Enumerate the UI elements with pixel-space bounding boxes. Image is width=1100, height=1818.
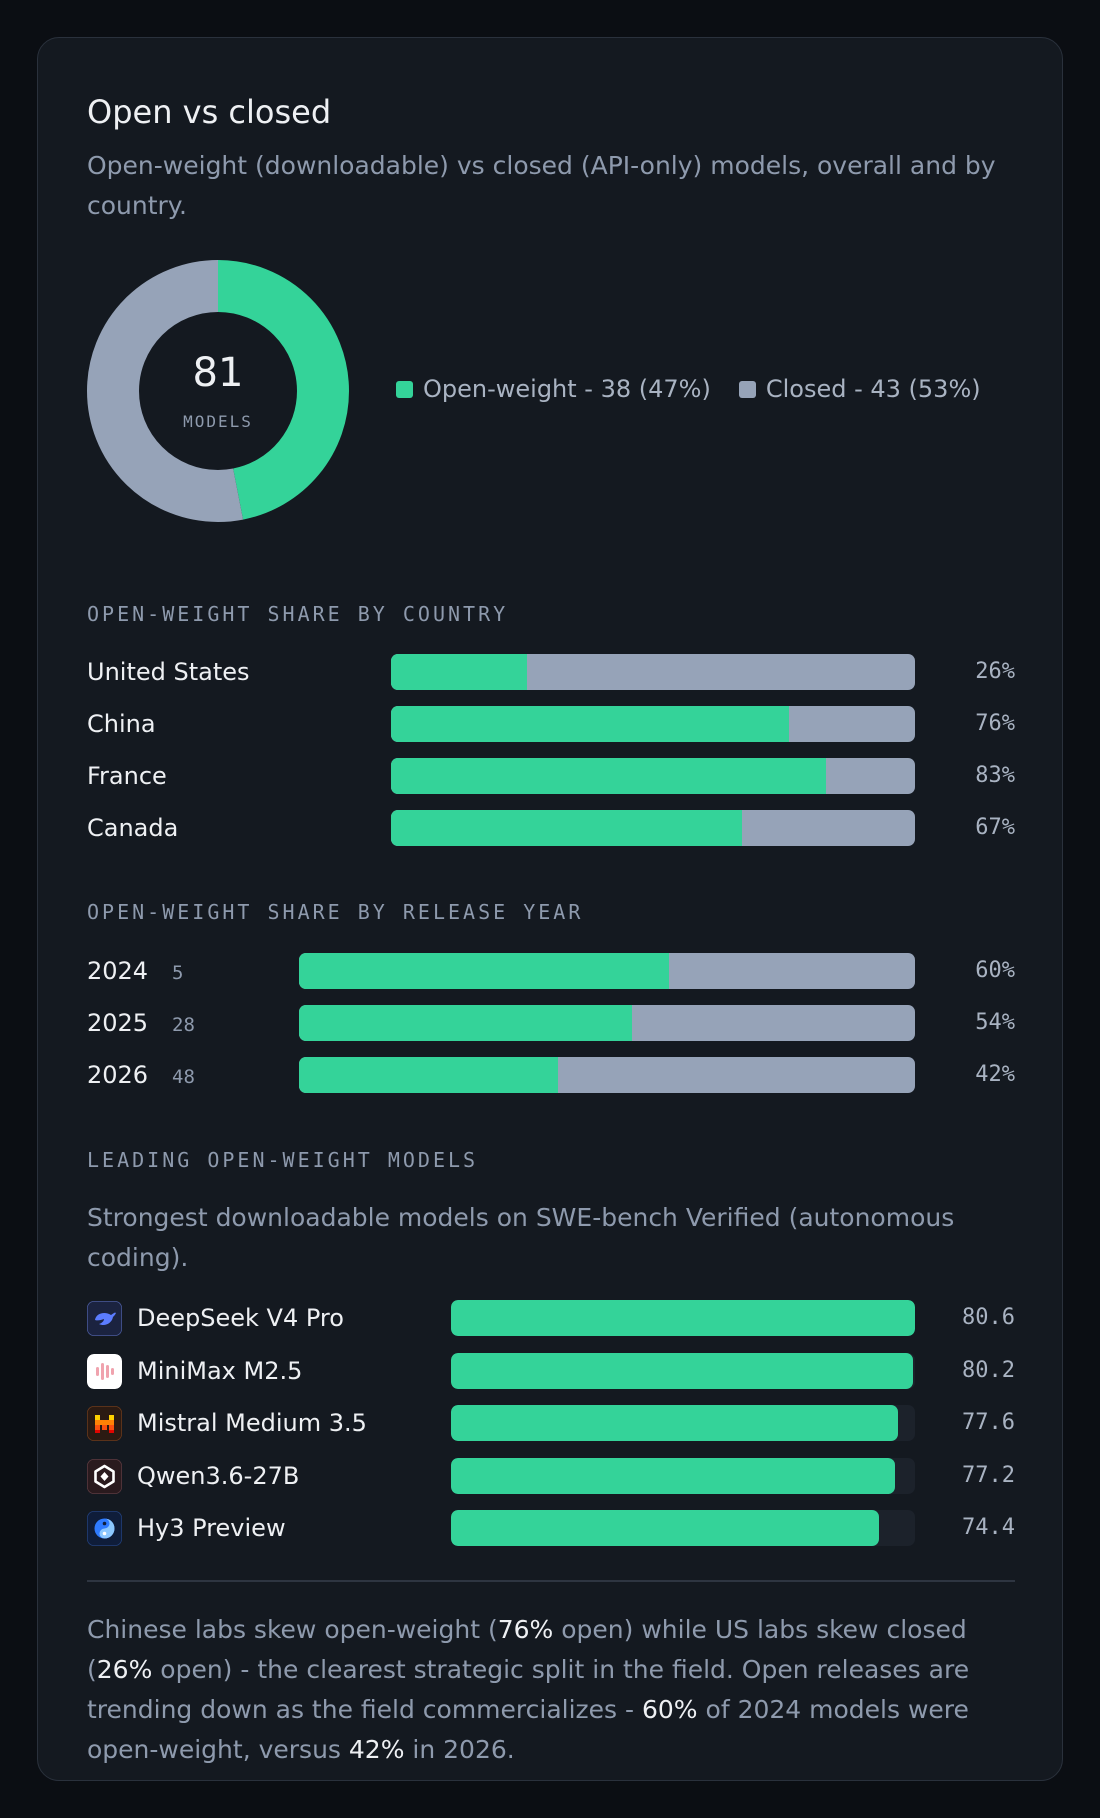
summary-highlight-4: 42% bbox=[348, 1735, 405, 1764]
bar-value-label: 54% bbox=[975, 1010, 1015, 1035]
bar-fill-open bbox=[391, 654, 528, 690]
donut-slice-closed bbox=[87, 260, 349, 522]
year-label: 2024 bbox=[87, 957, 149, 985]
donut-total-label: MODELS bbox=[183, 412, 253, 431]
open-vs-closed-card: Open vs closed Open-weight (downloadable… bbox=[37, 37, 1063, 1781]
bar-fill-open bbox=[299, 1005, 632, 1041]
bar-track bbox=[451, 1457, 915, 1494]
bar-value-label: 80.6 bbox=[962, 1305, 1015, 1330]
model-row: Hy3 Preview 74.4 bbox=[87, 1510, 1015, 1546]
bar-fill-open bbox=[451, 1457, 896, 1494]
bar-value-label: 77.2 bbox=[962, 1462, 1015, 1488]
bar-track bbox=[299, 953, 915, 989]
model-row: MiniMax M2.5 80.2 bbox=[87, 1352, 1015, 1389]
model-row: DeepSeek V4 Pro 80.6 bbox=[87, 1300, 1015, 1336]
summary-highlight-3: 60% bbox=[642, 1695, 698, 1724]
legend-item-open: Open-weight - 38 (47%) bbox=[396, 375, 711, 403]
year-model-count: 28 bbox=[172, 1014, 195, 1036]
legend-item-closed: Closed - 43 (53%) bbox=[738, 375, 981, 403]
year-row: 2025 28 54% bbox=[87, 1005, 1015, 1041]
minimax-logo-icon bbox=[87, 1353, 122, 1389]
hunyuan-logo-icon bbox=[87, 1511, 122, 1546]
year-label: 2026 bbox=[87, 1061, 149, 1089]
country-row: United States 26% bbox=[87, 654, 1015, 690]
country-label: United States bbox=[87, 658, 250, 686]
year-row: 2024 5 60% bbox=[87, 953, 1015, 989]
summary-part-4: of 2024 models were open-weight, versus bbox=[87, 1695, 969, 1764]
bar-fill-open bbox=[451, 1405, 898, 1441]
mistral-logo-icon bbox=[87, 1406, 122, 1441]
legend-label-open: Open-weight - 38 (47%) bbox=[423, 375, 711, 403]
model-row: Qwen3.6-27B 77.2 bbox=[87, 1457, 1015, 1494]
bar-track bbox=[391, 706, 915, 742]
donut-chart: 81 MODELS bbox=[87, 260, 349, 522]
model-name: Qwen3.6-27B bbox=[137, 1461, 300, 1490]
bar-value-label: 77.6 bbox=[962, 1410, 1015, 1435]
leading-subtitle: Strongest downloadable models on SWE-ben… bbox=[87, 1203, 955, 1272]
country-row: China 76% bbox=[87, 706, 1015, 742]
bar-track bbox=[451, 1352, 915, 1389]
donut-center: 81 MODELS bbox=[87, 260, 349, 522]
model-name: Mistral Medium 3.5 bbox=[137, 1409, 367, 1437]
summary-part-2: open) while US labs skew closed ( bbox=[87, 1615, 967, 1684]
country-row: France 83% bbox=[87, 758, 1015, 794]
bar-value-label: 80.2 bbox=[962, 1357, 1015, 1383]
divider bbox=[87, 1580, 1015, 1582]
donut-total: 81 bbox=[192, 350, 244, 396]
leading-section-heading: LEADING OPEN-WEIGHT MODELS bbox=[87, 1148, 479, 1172]
year-model-count: 5 bbox=[172, 962, 184, 984]
summary-part-1: Chinese labs skew open-weight ( bbox=[87, 1615, 498, 1644]
bar-track bbox=[391, 810, 915, 846]
bar-value-label: 67% bbox=[975, 815, 1015, 840]
bar-value-label: 60% bbox=[975, 958, 1015, 983]
model-name: Hy3 Preview bbox=[137, 1514, 286, 1542]
bar-track bbox=[451, 1300, 915, 1336]
deepseek-logo-icon bbox=[87, 1301, 122, 1336]
country-label: Canada bbox=[87, 814, 179, 842]
bar-value-label: 26% bbox=[975, 659, 1015, 684]
model-row: Mistral Medium 3.5 77.6 bbox=[87, 1405, 1015, 1441]
legend-label-closed: Closed - 43 (53%) bbox=[765, 375, 981, 403]
country-label: France bbox=[87, 762, 167, 790]
bar-fill-open bbox=[391, 810, 743, 846]
bar-value-label: 76% bbox=[975, 711, 1015, 736]
bar-value-label: 42% bbox=[975, 1062, 1015, 1087]
model-name: MiniMax M2.5 bbox=[137, 1356, 303, 1385]
bar-fill-open bbox=[451, 1300, 915, 1336]
bar-track bbox=[451, 1510, 915, 1546]
bar-track bbox=[299, 1005, 915, 1041]
summary-part-3: open) - the clearest strategic split in … bbox=[87, 1655, 970, 1724]
card-title: Open vs closed bbox=[87, 93, 332, 131]
qwen-logo-icon bbox=[87, 1458, 122, 1494]
legend-swatch-closed bbox=[738, 380, 756, 398]
summary-highlight-2: 26% bbox=[96, 1655, 153, 1684]
donut-svg bbox=[87, 260, 349, 522]
card-subtitle: Open-weight (downloadable) vs closed (AP… bbox=[87, 151, 996, 220]
donut-legend: Open-weight - 38 (47%) Closed - 43 (53%) bbox=[396, 375, 1009, 403]
country-label: China bbox=[87, 710, 156, 738]
country-row: Canada 67% bbox=[87, 810, 1015, 846]
bar-track bbox=[451, 1405, 915, 1441]
country-section-heading: OPEN-WEIGHT SHARE BY COUNTRY bbox=[87, 602, 509, 626]
bar-track bbox=[391, 654, 915, 690]
bar-fill-open bbox=[391, 706, 790, 742]
bar-fill-open bbox=[299, 953, 669, 989]
bar-track bbox=[299, 1057, 915, 1093]
model-name: DeepSeek V4 Pro bbox=[137, 1304, 344, 1332]
summary-highlight-1: 76% bbox=[497, 1615, 554, 1644]
bar-fill-open bbox=[451, 1510, 880, 1546]
year-section-heading: OPEN-WEIGHT SHARE BY RELEASE YEAR bbox=[87, 900, 584, 924]
year-model-count: 48 bbox=[172, 1066, 195, 1088]
bar-fill-open bbox=[391, 758, 826, 794]
year-row: 2026 48 42% bbox=[87, 1057, 1015, 1093]
bar-value-label: 74.4 bbox=[962, 1515, 1015, 1540]
legend-swatch-open bbox=[396, 380, 413, 398]
summary-text: Chinese labs skew open-weight (76% open)… bbox=[87, 1610, 1015, 1770]
bar-fill-open bbox=[299, 1057, 558, 1093]
bar-track bbox=[391, 758, 915, 794]
bar-fill-open bbox=[451, 1352, 913, 1389]
year-label: 2025 bbox=[87, 1009, 149, 1037]
bar-value-label: 83% bbox=[975, 763, 1015, 788]
summary-part-5: in 2026. bbox=[404, 1735, 515, 1764]
